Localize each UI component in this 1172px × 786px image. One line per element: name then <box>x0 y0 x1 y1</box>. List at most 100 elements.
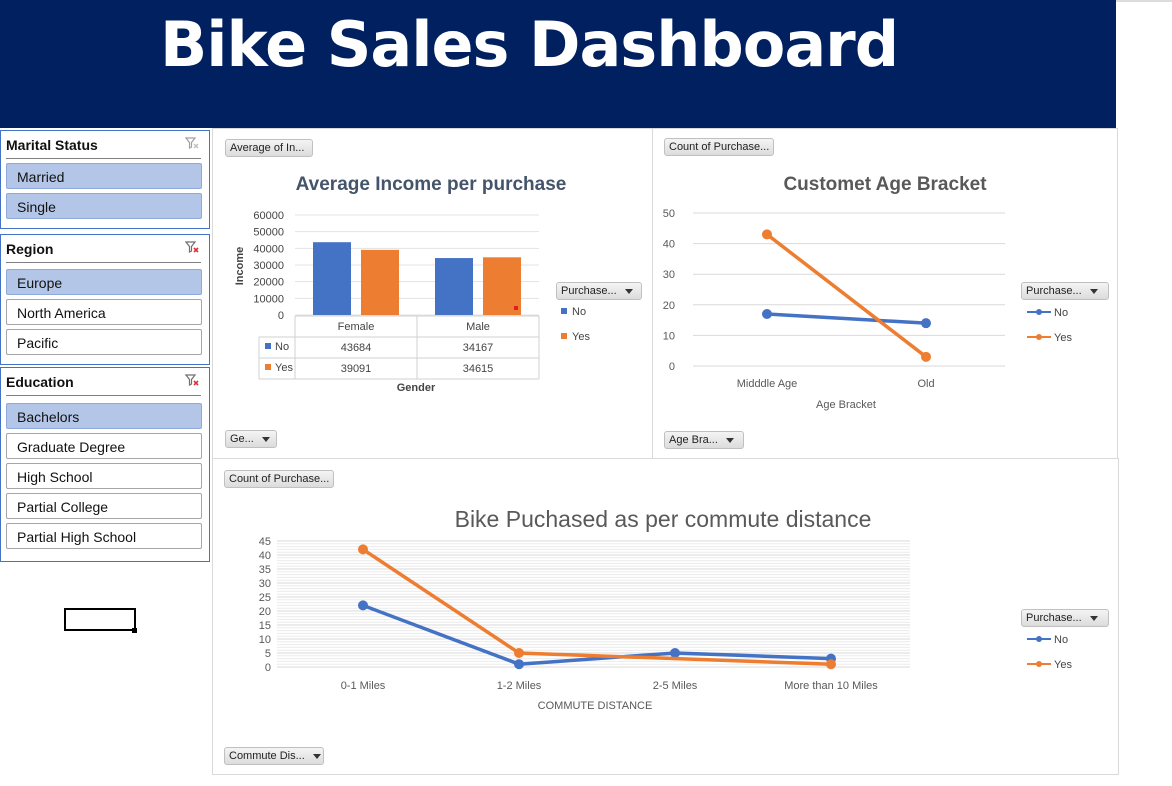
data-point-yes <box>921 352 931 362</box>
y-tick-label: 45 <box>259 536 271 548</box>
chevron-down-icon[interactable] <box>1090 616 1098 621</box>
legend-label-no: No <box>1054 307 1068 319</box>
fill-handle[interactable] <box>132 628 137 633</box>
legend-marker-no <box>1036 636 1042 642</box>
table-series-label: Yes <box>275 362 293 374</box>
y-tick-label: 10 <box>259 634 271 646</box>
slicer-item-high-school[interactable]: High School <box>6 463 202 489</box>
axis-field-button-commute-distance[interactable]: Commute Dis... <box>224 747 324 765</box>
axis-field-button-age-bracket[interactable]: Age Bra... <box>664 431 744 449</box>
slicer-item-graduate-degree[interactable]: Graduate Degree <box>6 433 202 459</box>
chart-legend: No Yes <box>1021 305 1111 345</box>
x-tick-label: More than 10 Miles <box>784 680 878 692</box>
slicer-item-married[interactable]: Married <box>6 163 202 189</box>
chevron-down-icon[interactable] <box>313 754 321 759</box>
legend-marker-yes <box>1036 661 1042 667</box>
axis-button-label: Ge... <box>230 433 254 445</box>
x-tick-label: 0-1 Miles <box>341 680 386 692</box>
legend-label-no: No <box>572 306 586 318</box>
slicer-item-single[interactable]: Single <box>6 193 202 219</box>
legend-field-button[interactable]: Purchase... <box>556 282 642 300</box>
y-tick-label: 40 <box>259 550 271 562</box>
slicer-header: Marital Status <box>1 131 209 157</box>
income-chart-panel: Average of In... Average Income per purc… <box>212 128 653 459</box>
clear-filter-icon[interactable] <box>185 373 199 387</box>
y-tick-label: 30 <box>663 269 675 281</box>
legend-field-button[interactable]: Purchase... <box>1021 609 1109 627</box>
y-tick-label: 25 <box>259 592 271 604</box>
slicer-item-europe[interactable]: Europe <box>6 269 202 295</box>
y-tick-label: 10 <box>663 330 675 342</box>
data-point-yes <box>762 229 772 239</box>
table-legend-swatch <box>265 343 271 349</box>
slicer-item-pacific[interactable]: Pacific <box>6 329 202 355</box>
data-point-yes <box>514 648 524 658</box>
y-axis-ticks: 6000050000400003000020000100000 <box>253 210 284 322</box>
chart-legend: No Yes <box>1021 632 1111 672</box>
x-axis-label: COMMUTE DISTANCE <box>538 700 653 712</box>
legend-button-label: Purchase... <box>1026 285 1082 297</box>
legend-field-button[interactable]: Purchase... <box>1021 282 1109 300</box>
data-point-yes <box>358 544 368 554</box>
y-axis-ticks: 50403020100 <box>663 208 675 373</box>
slicer-region: Region Europe North America Pacific <box>0 234 210 365</box>
slicer-header: Region <box>1 235 209 261</box>
chart-title: Average Income per purchase <box>296 174 567 195</box>
y-tick-label: 35 <box>259 564 271 576</box>
bar-series <box>313 242 521 315</box>
table-cell-value: 39091 <box>341 363 372 375</box>
slicer-item-bachelors[interactable]: Bachelors <box>6 403 202 429</box>
table-legend-swatch <box>265 364 271 370</box>
chevron-down-icon[interactable] <box>1090 289 1098 294</box>
chart-gridlines <box>693 213 1005 366</box>
y-tick-label: 0 <box>265 662 271 674</box>
chevron-down-icon[interactable] <box>625 289 633 294</box>
y-tick-label: 40 <box>663 239 675 251</box>
legend-swatch-no <box>561 308 567 314</box>
chevron-down-icon[interactable] <box>726 438 734 443</box>
commute-chart: Bike Puchased as per commute distance 45… <box>213 459 1120 776</box>
legend-marker-no <box>1036 309 1042 315</box>
chart-legend: No Yes <box>556 305 646 345</box>
bar-no-female <box>313 242 351 315</box>
axis-button-label: Age Bra... <box>669 434 718 446</box>
table-cell-value: 34615 <box>463 363 494 375</box>
legend-swatch-yes <box>561 333 567 339</box>
y-tick-label: 30000 <box>253 260 284 272</box>
y-axis-label: Income <box>234 247 246 286</box>
clear-filter-icon[interactable] <box>185 240 199 254</box>
axis-field-button-gender[interactable]: Ge... <box>225 430 277 448</box>
slicer-divider <box>6 262 201 263</box>
series-line-yes <box>767 234 926 356</box>
cell-marker <box>514 306 518 310</box>
y-tick-label: 20 <box>259 606 271 618</box>
y-tick-label: 5 <box>265 648 271 660</box>
category-label: Male <box>466 321 490 333</box>
legend-button-label: Purchase... <box>561 285 617 297</box>
clear-filter-icon[interactable] <box>185 136 199 150</box>
age-chart-panel: Count of Purchase... Customet Age Bracke… <box>652 128 1118 459</box>
x-tick-label: Old <box>917 378 934 390</box>
bar-no-male <box>435 258 473 315</box>
slicer-item-north-america[interactable]: North America <box>6 299 202 325</box>
data-point-no <box>358 600 368 610</box>
bar-yes-female <box>361 250 399 315</box>
y-tick-label: 20000 <box>253 277 284 289</box>
chart-title: Bike Puchased as per commute distance <box>455 506 872 532</box>
legend-label-yes: Yes <box>572 331 590 343</box>
slicer-item-partial-college[interactable]: Partial College <box>6 493 202 519</box>
chevron-down-icon[interactable] <box>262 437 270 442</box>
slicer-education: Education Bachelors Graduate Degree High… <box>0 367 210 562</box>
legend-marker-yes <box>1036 334 1042 340</box>
y-tick-label: 15 <box>259 620 271 632</box>
y-tick-label: 40000 <box>253 243 284 255</box>
x-tick-label: 1-2 Miles <box>497 680 542 692</box>
legend-label-yes: Yes <box>1054 659 1072 671</box>
chart-title: Customet Age Bracket <box>783 174 987 195</box>
dashboard-title: Bike Sales Dashboard <box>160 8 898 81</box>
table-cell-value: 43684 <box>341 342 372 354</box>
x-axis-ticks: Midddle Age Old <box>737 378 935 390</box>
slicer-item-partial-high-school[interactable]: Partial High School <box>6 523 202 549</box>
active-cell[interactable] <box>64 608 136 631</box>
y-tick-label: 10000 <box>253 293 284 305</box>
